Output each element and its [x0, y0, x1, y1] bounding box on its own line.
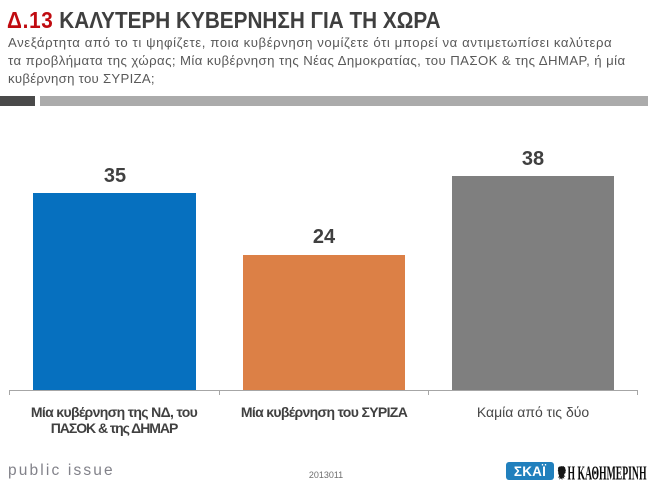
svg-text:Η ΚΑΘΗΜΕΡΙΝΗ: Η ΚΑΘΗΜΕΡΙΝΗ [568, 464, 647, 482]
